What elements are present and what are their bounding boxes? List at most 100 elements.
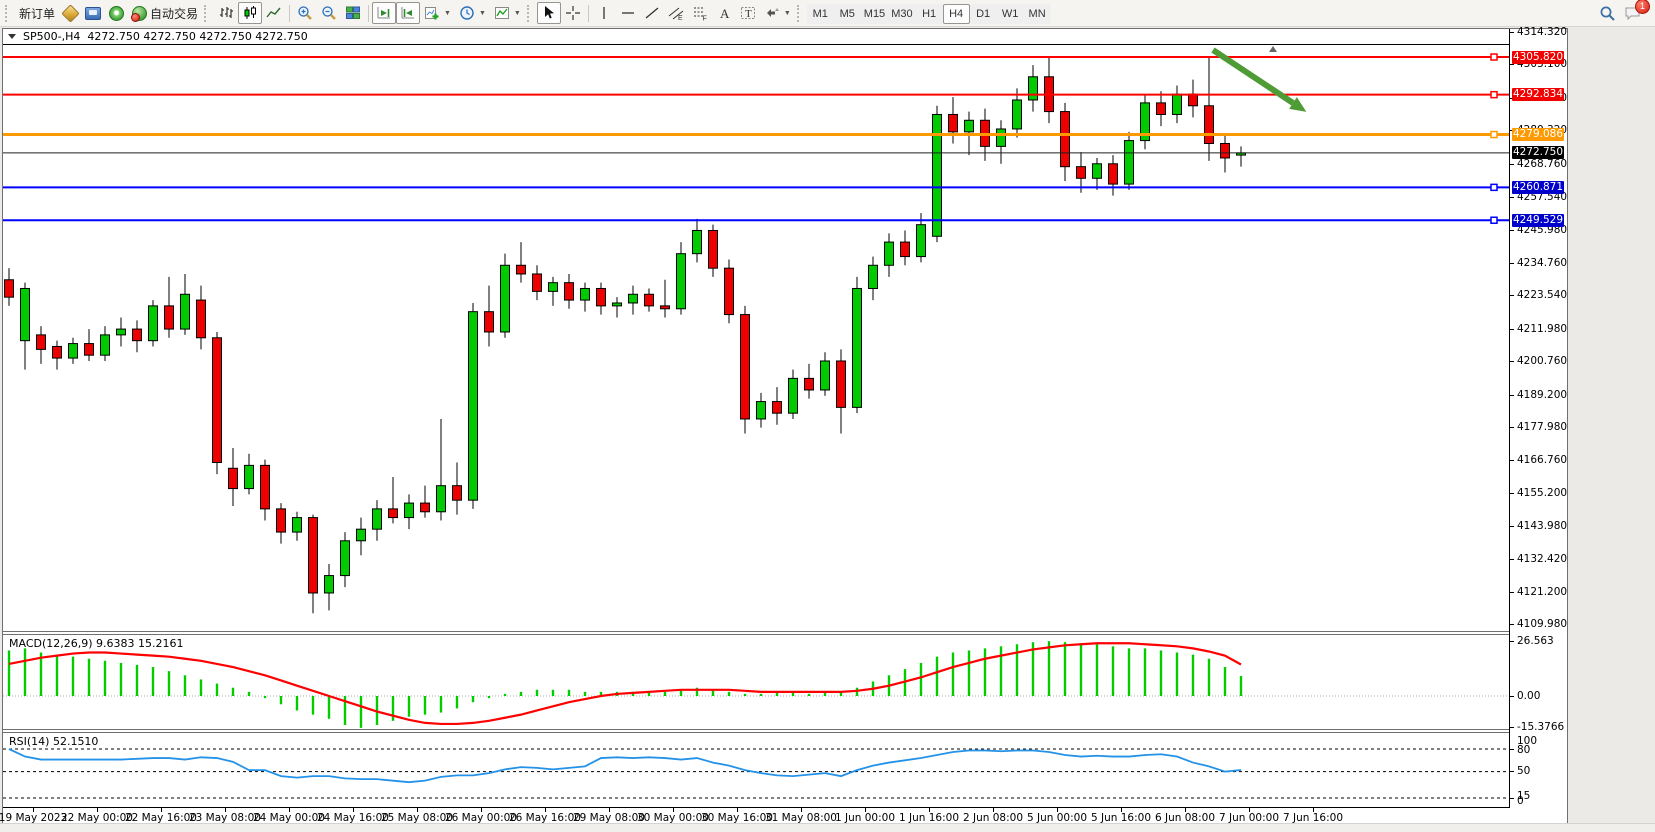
bar-chart-button[interactable] (214, 2, 238, 24)
chart-shift-marker[interactable] (1269, 46, 1277, 52)
bar-chart-icon (220, 7, 234, 18)
candle-body (148, 305, 158, 342)
candle-body (324, 575, 334, 594)
dropdown-arrow-icon: ▼ (783, 9, 791, 17)
timeframe-h1-button[interactable]: H1 (915, 4, 943, 24)
cursor-tool-button[interactable] (536, 2, 561, 24)
text-tool-button[interactable]: A (712, 2, 736, 24)
candle-body (452, 485, 462, 501)
candle-body (468, 311, 478, 501)
clock-icon (460, 6, 474, 20)
level-anchor-handle[interactable] (1490, 216, 1498, 224)
candles (4, 56, 1246, 614)
auto-trading-label: 自动交易 (150, 6, 199, 21)
vertical-line-tool-button[interactable] (592, 2, 616, 24)
auto-trading-button[interactable]: 自动交易 (128, 2, 202, 24)
vertical-line-icon (603, 7, 605, 19)
time-axis-label: 24 May 16:00 (316, 812, 389, 824)
candle-body (84, 343, 94, 356)
signals-button[interactable] (105, 2, 128, 24)
crosshair-tool-button[interactable] (561, 2, 585, 24)
candle-body (132, 328, 142, 342)
candle-body (516, 264, 526, 275)
trendline-tool-button[interactable] (640, 2, 664, 24)
price-axis-tick (1510, 328, 1514, 330)
rsi-chart (3, 748, 1509, 799)
price-axis-label: 4189.200 (1517, 388, 1568, 401)
text-label-tool-button[interactable]: T (736, 2, 760, 24)
candlestick-chart-button[interactable] (238, 2, 263, 24)
tile-windows-button[interactable] (341, 2, 365, 24)
zoom-out-button[interactable] (317, 2, 341, 24)
rsi-pane[interactable] (3, 733, 1509, 807)
candle-body (612, 302, 622, 307)
pane-splitter-macd[interactable] (3, 631, 1567, 635)
arrows-tool-button[interactable]: ▼ (760, 2, 795, 24)
client-terminal-button[interactable] (81, 2, 105, 24)
search-button[interactable] (1595, 2, 1620, 24)
new-chart-button[interactable]: ▼ (420, 2, 455, 24)
time-axis-tick (417, 808, 418, 812)
template-button[interactable]: ▼ (490, 2, 525, 24)
toolbar-grip (5, 4, 11, 22)
zoom-out-icon (322, 6, 336, 20)
chart-title-bar[interactable]: SP500-,H4 4272.750 4272.750 4272.750 427… (3, 29, 1514, 45)
level-anchor-handle[interactable] (1490, 130, 1498, 139)
level-anchor-handle[interactable] (1490, 53, 1498, 61)
fibonacci-tool-button[interactable]: F (688, 2, 712, 24)
timeframe-m15-button[interactable]: M15 (860, 4, 889, 24)
timeframe-d1-button[interactable]: D1 (969, 4, 997, 24)
bid-price-badge: 4272.750 (1512, 146, 1564, 160)
price-axis-tick (1510, 262, 1514, 264)
timeframe-h4-button[interactable]: H4 (942, 4, 970, 24)
new-order-button[interactable]: 新订单 (15, 2, 59, 24)
tile-windows-icon (346, 6, 361, 19)
horizontal-line-tool-button[interactable] (616, 2, 640, 24)
main-chart-pane[interactable] (3, 45, 1509, 631)
line-chart-button[interactable] (262, 2, 286, 24)
candle-body (756, 401, 766, 420)
candlestick-chart[interactable] (3, 45, 1509, 631)
timeframe-mn-button[interactable]: MN (1023, 4, 1051, 24)
candle-body (100, 334, 110, 356)
candle-body (1060, 111, 1070, 168)
auto-scroll-button[interactable] (372, 2, 397, 24)
price-axis[interactable]: 4314.3204303.1004291.5404280.3204268.760… (1509, 26, 1568, 808)
svg-text:F: F (702, 16, 706, 22)
macd-pane[interactable] (3, 635, 1509, 729)
chart-shift-button[interactable] (396, 2, 421, 24)
notifications-button[interactable]: 1 (1620, 0, 1650, 24)
zoom-in-button[interactable] (293, 2, 317, 24)
time-axis-tick (1313, 808, 1314, 812)
macd-axis-tick (1510, 727, 1514, 729)
level-price-badge: 4249.529 (1512, 213, 1564, 227)
level-price-badge: 4292.834 (1512, 88, 1564, 102)
time-axis[interactable]: 19 May 2023 22 May 00:00 22 May 16:00 23 Ma… (0, 808, 1567, 824)
pane-splitter-rsi[interactable] (3, 729, 1567, 733)
period-button[interactable]: ▼ (455, 2, 490, 24)
candle-body (564, 282, 574, 301)
level-anchor-handle[interactable] (1490, 183, 1498, 192)
price-axis-tick (1510, 525, 1514, 527)
one-click-trading-collapse-icon[interactable] (8, 34, 16, 39)
auto-scroll-icon (377, 7, 391, 19)
timeframe-w1-button[interactable]: W1 (996, 4, 1024, 24)
timeframe-m5-button[interactable]: M5 (833, 4, 861, 24)
fibonacci-icon: F (693, 7, 707, 22)
annotation-arrow-head[interactable] (1289, 97, 1307, 112)
level-anchor-handle[interactable] (1490, 90, 1498, 99)
annotation-arrow-shaft[interactable] (1211, 47, 1295, 106)
timeframe-m1-button[interactable]: M1 (806, 4, 834, 24)
candle-body (868, 264, 878, 289)
candle-body (692, 229, 702, 255)
candle-body (724, 267, 734, 316)
price-axis-tick (1510, 624, 1514, 626)
deposit-gold-button[interactable] (59, 2, 81, 24)
channel-tool-button[interactable]: E (664, 2, 688, 24)
line-chart-icon (266, 7, 281, 18)
candle-body (900, 241, 910, 258)
toolbar-separator (289, 4, 291, 22)
candle-body (500, 264, 510, 333)
timeframe-m30-button[interactable]: M30 (888, 4, 916, 24)
arrow-shapes-icon (766, 8, 779, 17)
